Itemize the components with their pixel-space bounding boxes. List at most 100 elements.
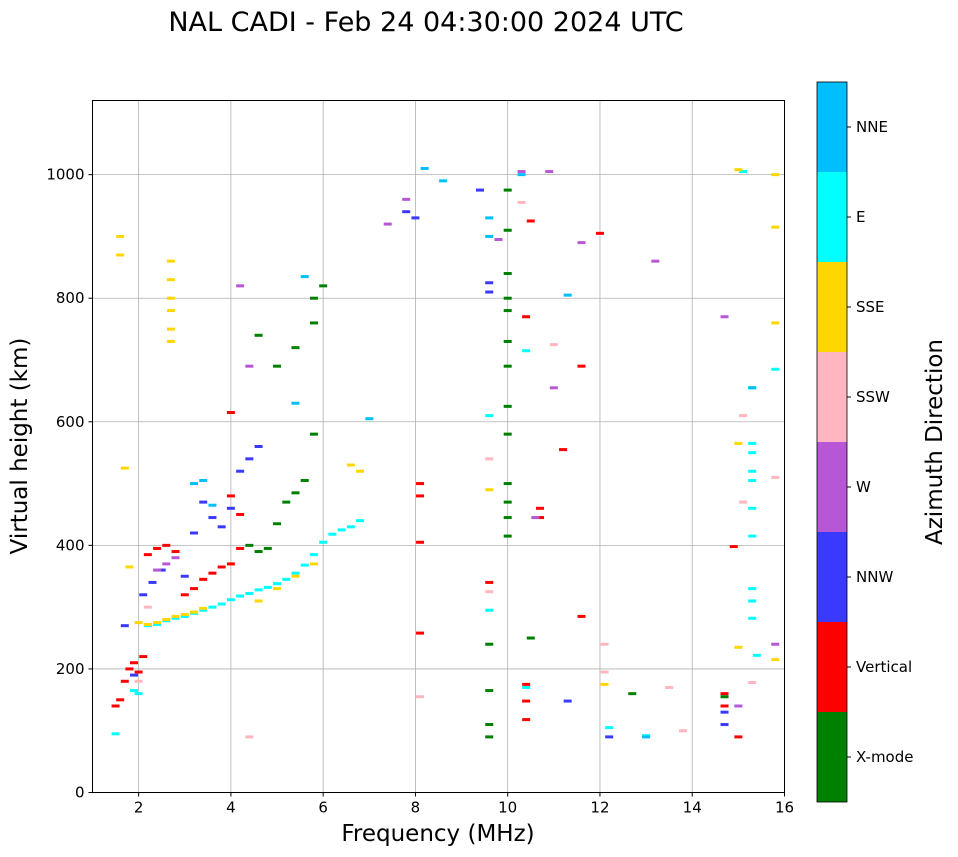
colorbar-tick-label: X-mode [856,748,913,766]
data-point [651,259,660,263]
data-point [300,478,309,482]
data-point [503,482,512,486]
data-point [503,296,512,300]
series-x-mode [245,188,729,739]
colorbar-swatch [817,622,847,712]
data-point [549,343,558,347]
data-point [134,621,143,625]
data-point [563,293,572,297]
data-point [549,386,558,390]
data-point [748,441,757,445]
data-point [319,540,328,544]
data-point [416,631,425,635]
data-point [291,491,300,495]
x-tick-label: 6 [318,799,328,817]
data-point [148,580,157,584]
data-point [254,588,263,592]
grid [92,100,785,793]
data-point [162,562,171,566]
data-point [738,414,747,418]
data-point [563,699,572,703]
data-point [130,661,139,665]
data-point [526,219,535,223]
data-point [720,692,729,696]
data-point [180,613,189,617]
data-point [171,550,180,554]
data-point [720,710,729,714]
colorbar-swatch [817,262,847,352]
data-point [503,188,512,192]
data-point [356,469,365,473]
data-marks [111,166,780,739]
data-point [605,735,614,739]
x-tick-label: 8 [411,799,421,817]
data-point [254,550,263,554]
y-axis-label: Virtual height (km) [7,338,33,555]
data-point [416,540,425,544]
data-point [346,525,355,529]
data-point [273,364,282,368]
data-point [411,216,420,220]
data-point [309,321,318,325]
data-point [771,173,780,177]
data-point [143,553,152,557]
data-point [748,469,757,473]
colorbar-swatch [817,352,847,442]
series-sse [116,168,780,686]
data-point [245,364,254,368]
data-point [120,624,129,628]
colorbar-tick-label: Vertical [856,658,912,676]
colorbar-tick-label: W [856,478,871,496]
data-point [116,698,125,702]
data-point [273,582,282,586]
data-point [738,500,747,504]
data-point [143,622,152,626]
data-point [116,234,125,238]
data-point [416,494,425,498]
data-point [171,556,180,560]
data-point [748,386,757,390]
data-point [720,723,729,727]
data-point [236,546,245,550]
data-point [383,222,392,226]
colorbar-tick-label: E [856,208,865,226]
data-point [226,562,235,566]
data-point [577,364,586,368]
data-point [208,571,217,575]
data-point [337,528,346,532]
data-point [116,253,125,257]
data-point [111,704,120,708]
data-point [208,503,217,507]
data-point [236,284,245,288]
data-point [236,594,245,598]
data-point [771,475,780,479]
data-point [356,519,365,523]
data-point [166,296,175,300]
data-point [522,699,531,703]
data-point [199,500,208,504]
data-point [166,278,175,282]
data-point [263,585,272,589]
data-point [748,534,757,538]
data-point [245,543,254,547]
data-point [171,614,180,618]
data-point [600,642,609,646]
data-point [577,241,586,245]
data-point [166,259,175,263]
data-point [208,605,217,609]
data-point [522,349,531,353]
data-point [309,553,318,557]
data-point [734,704,743,708]
data-point [748,681,757,685]
data-point [485,580,494,584]
data-point [522,315,531,319]
data-point [771,321,780,325]
colorbar-tick-label: NNE [856,118,888,136]
data-point [503,364,512,368]
data-point [526,636,535,640]
colorbar-tick-label: NNW [856,568,893,586]
data-point [157,568,166,572]
data-point [503,404,512,408]
data-point [291,346,300,350]
